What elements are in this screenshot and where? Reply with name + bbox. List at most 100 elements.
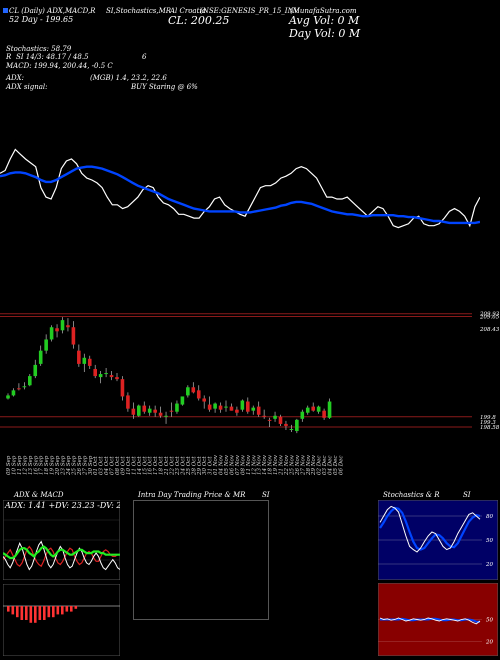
x-tick-label: 25 Nov [289,454,295,476]
x-tick-label: 30 Sep [88,455,94,475]
candle-body [322,410,326,418]
candle-body [22,386,27,388]
macd-bar [61,606,64,615]
macd-bar [25,606,28,620]
adx-panel: ADX: 1.41 +DV: 23.23 -DV: 22.58 [3,500,120,580]
stoch-d-line [379,506,481,551]
x-tick-label: 25 Oct [186,456,192,476]
macd-bar [16,606,19,618]
candle-body [262,415,266,417]
candle-body [82,357,87,364]
header-52day: 52 Day - 199.65 [9,15,74,24]
x-tick-label: 31 Oct [208,456,214,475]
x-tick-label: 21 Nov [279,454,285,476]
adx-signal-value: BUY Staring @ 6% [131,82,198,91]
legend-swatch [3,8,8,13]
candle-body [202,398,206,402]
x-tick-label: 18 Sep [44,455,50,475]
minus-dv-line [3,545,120,568]
x-tick-label: 29 Nov [311,454,317,476]
y-tick-label: 208.43 [479,327,500,333]
stoch-level-label: 50 [486,538,493,544]
x-tick-label: 10 Oct [126,456,132,475]
candle-body [77,350,81,364]
x-tick-label: 26 Nov [295,454,301,476]
x-tick-label: 23 Sep [61,455,67,476]
candle-body [213,403,217,409]
intraday-panel [133,500,269,620]
x-tick-label: 04 Dec [328,456,334,476]
x-tick-label: 30 Oct [202,456,208,475]
candle-body [235,409,239,413]
candle-body [278,416,283,424]
adx-legend: ADX: 1.41 +DV: 23.23 -DV: 22.58 [4,501,120,510]
candle-body [207,404,212,410]
macd-bar [47,606,51,618]
macd-bar [20,606,24,620]
candle-body [240,400,245,410]
price-line [0,148,480,229]
candle-body [33,364,38,377]
x-tick-label: 02 Dec [317,456,323,476]
x-tick-label: 03 Oct [99,456,105,475]
x-tick-label: 21 Oct [164,456,170,476]
header-col3: Al Croatia [170,7,206,15]
x-tick-label: 05 Dec [333,456,339,476]
candle-body [98,374,103,378]
x-tick-label: 25 Sep [71,455,77,476]
candle-body [186,387,190,396]
candle-body [60,320,65,331]
x-tick-label: 12 Sep [22,455,28,475]
candle-body [229,406,234,411]
macd-bar [56,606,60,615]
candle-body [126,395,130,409]
candle-body [289,429,294,430]
y-tick-label: 198.58 [480,425,500,431]
candle-body [115,377,119,380]
si-value: SI 14/3: 48.17 / 48.5 [16,53,89,62]
day-volume: Day Vol: 0 M [289,27,361,40]
x-tick-label: 09 Oct [120,456,126,475]
stochastics-panel: 80 50 20 [378,500,498,580]
x-tick-label: 12 Nov [251,454,257,475]
x-tick-label: 01 Nov [213,454,219,475]
x-tick-label: 27 Sep [82,455,88,476]
macd-bar [7,606,10,612]
macd-bar [70,606,73,612]
x-tick-label: 28 Oct [191,456,197,476]
adx-signal-label: ADX signal: [6,82,48,91]
header-source: (MunafaSutra.com [290,7,357,15]
x-tick-label: 06 Dec [338,456,344,476]
candle-body [164,415,168,417]
header-close: CL: 200.25 [168,14,230,27]
price-ma-line-chart [0,148,480,229]
x-tick-label: 14 Nov [262,454,268,475]
adx-value: (MGB) 1.4, 23.2, 22.6 [90,74,167,83]
indicator-block: Stochastics: 58.79 R SI 14/3: 48.17 / 48… [6,45,198,91]
candle-body [71,327,76,345]
macd-bar [65,606,69,612]
stochastics-value: Stochastics: 58.79 [6,45,72,53]
x-tick-label: 13 Sep [28,455,34,475]
x-tick-label: 14 Oct [137,456,143,475]
si-level-label: 50 [486,618,493,624]
r-prefix: R [6,53,12,62]
candle-body [218,405,223,410]
x-tick-label: 05 Nov [224,454,230,475]
candle-body [316,406,321,412]
x-tick-label: 07 Oct [110,456,116,475]
x-tick-label: 07 Nov [235,454,241,475]
candle-body [109,375,114,378]
si-signal-line [380,617,480,623]
y-tick-label: 199.3 [480,420,496,426]
x-tick-label: 27 Nov [300,454,306,476]
candle-body [169,410,174,412]
macd-bar [11,606,15,615]
candle-body [251,407,256,411]
macd-bar [38,606,42,620]
candle-body [28,376,32,386]
x-tick-label: 09 Sep [6,455,12,475]
x-tick-label: 17 Sep [39,455,45,475]
x-tick-label: 22 Nov [284,454,290,476]
adx-macd-title: ADX & MACD [14,491,64,499]
